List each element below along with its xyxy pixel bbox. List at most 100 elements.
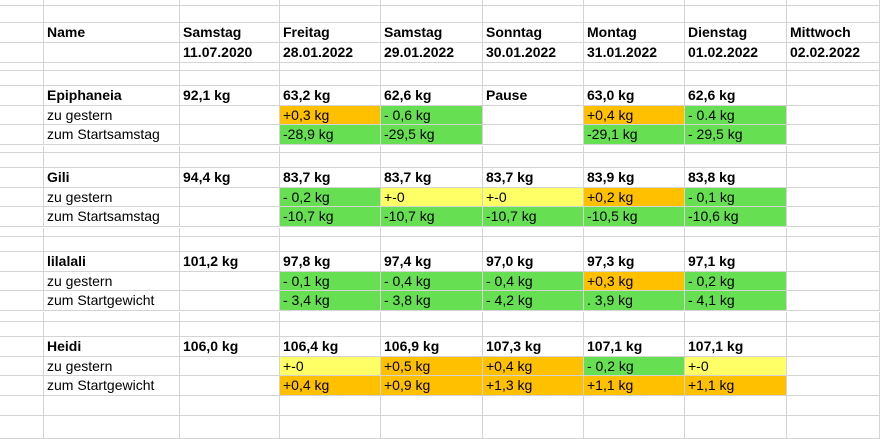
value-cell[interactable]: 97,1 kg — [685, 252, 787, 272]
row-label-cell[interactable]: zu gestern — [44, 357, 180, 376]
empty-cell[interactable] — [280, 146, 381, 153]
value-cell[interactable]: 83,7 kg — [280, 168, 381, 188]
value-cell[interactable] — [180, 125, 280, 145]
empty-cell[interactable] — [280, 71, 381, 86]
row-label-cell[interactable]: zum Startgewicht — [44, 376, 180, 396]
empty-cell[interactable] — [280, 322, 381, 337]
value-cell[interactable]: - 0,1 kg — [685, 188, 787, 207]
row-label-cell[interactable]: Gili — [44, 168, 180, 188]
value-cell[interactable]: +0,5 kg — [381, 357, 483, 376]
value-cell[interactable] — [180, 106, 280, 125]
value-cell[interactable] — [180, 207, 280, 227]
value-cell[interactable] — [483, 125, 584, 145]
header-date-cell[interactable]: 28.01.2022 — [280, 43, 381, 63]
value-cell[interactable] — [180, 188, 280, 207]
empty-cell[interactable] — [280, 6, 381, 23]
value-cell[interactable]: +1,3 kg — [483, 376, 584, 396]
empty-cell[interactable] — [685, 228, 787, 237]
empty-cell[interactable] — [44, 146, 180, 153]
header-date-cell[interactable]: 11.07.2020 — [180, 43, 280, 63]
value-cell[interactable]: 83,7 kg — [381, 168, 483, 188]
empty-cell[interactable] — [280, 312, 381, 322]
value-cell[interactable]: Pause — [483, 86, 584, 106]
empty-cell[interactable] — [787, 71, 880, 86]
header-day-cell[interactable]: Mittwoch — [787, 23, 880, 43]
value-cell[interactable]: +-0 — [280, 357, 381, 376]
empty-cell[interactable] — [483, 146, 584, 153]
value-cell[interactable] — [787, 125, 880, 145]
value-cell[interactable]: 101,2 kg — [180, 252, 280, 272]
header-date-cell[interactable] — [44, 43, 180, 63]
value-cell[interactable] — [787, 272, 880, 291]
header-date-cell[interactable]: 30.01.2022 — [483, 43, 584, 63]
value-cell[interactable]: +0,4 kg — [280, 376, 381, 396]
empty-cell[interactable] — [483, 322, 584, 337]
value-cell[interactable]: - 0,2 kg — [685, 272, 787, 291]
empty-cell[interactable] — [787, 396, 880, 416]
empty-cell[interactable] — [483, 312, 584, 322]
empty-cell[interactable] — [180, 6, 280, 23]
value-cell[interactable]: -10,6 kg — [685, 207, 787, 227]
value-cell[interactable]: 94,4 kg — [180, 168, 280, 188]
value-cell[interactable]: 63,0 kg — [584, 86, 685, 106]
header-date-cell[interactable]: 31.01.2022 — [584, 43, 685, 63]
value-cell[interactable]: -29,5 kg — [381, 125, 483, 145]
empty-cell[interactable] — [483, 0, 584, 6]
empty-cell[interactable] — [381, 237, 483, 252]
empty-cell[interactable] — [787, 153, 880, 168]
margin-cell[interactable] — [0, 146, 44, 153]
value-cell[interactable]: - 4,1 kg — [685, 291, 787, 311]
row-label-cell[interactable]: Heidi — [44, 337, 180, 357]
header-day-cell[interactable]: Name — [44, 23, 180, 43]
value-cell[interactable]: 106,4 kg — [280, 337, 381, 357]
value-cell[interactable]: -29,1 kg — [584, 125, 685, 145]
empty-cell[interactable] — [44, 153, 180, 168]
header-day-cell[interactable]: Samstag — [381, 23, 483, 43]
empty-cell[interactable] — [787, 6, 880, 23]
empty-cell[interactable] — [483, 153, 584, 168]
margin-cell[interactable] — [0, 252, 44, 272]
value-cell[interactable]: +-0 — [381, 188, 483, 207]
empty-cell[interactable] — [584, 63, 685, 71]
value-cell[interactable]: - 0,6 kg — [381, 106, 483, 125]
empty-cell[interactable] — [584, 237, 685, 252]
empty-cell[interactable] — [584, 146, 685, 153]
empty-cell[interactable] — [584, 153, 685, 168]
value-cell[interactable]: 107,1 kg — [685, 337, 787, 357]
empty-cell[interactable] — [44, 71, 180, 86]
value-cell[interactable]: 97,8 kg — [280, 252, 381, 272]
value-cell[interactable]: 97,3 kg — [584, 252, 685, 272]
empty-cell[interactable] — [381, 416, 483, 439]
header-day-cell[interactable]: Dienstag — [685, 23, 787, 43]
empty-cell[interactable] — [381, 322, 483, 337]
empty-cell[interactable] — [584, 396, 685, 416]
value-cell[interactable]: -10,7 kg — [483, 207, 584, 227]
value-cell[interactable]: +0,3 kg — [584, 272, 685, 291]
value-cell[interactable]: +0,4 kg — [483, 357, 584, 376]
empty-cell[interactable] — [685, 416, 787, 439]
empty-cell[interactable] — [584, 6, 685, 23]
row-label-cell[interactable]: zu gestern — [44, 106, 180, 125]
value-cell[interactable]: -28,9 kg — [280, 125, 381, 145]
margin-cell[interactable] — [0, 188, 44, 207]
empty-cell[interactable] — [787, 312, 880, 322]
row-label-cell[interactable]: Epiphaneia — [44, 86, 180, 106]
row-label-cell[interactable]: zu gestern — [44, 272, 180, 291]
empty-cell[interactable] — [180, 228, 280, 237]
value-cell[interactable]: 92,1 kg — [180, 86, 280, 106]
empty-cell[interactable] — [280, 396, 381, 416]
value-cell[interactable] — [180, 291, 280, 311]
value-cell[interactable] — [483, 106, 584, 125]
margin-cell[interactable] — [0, 312, 44, 322]
empty-cell[interactable] — [584, 322, 685, 337]
value-cell[interactable]: - 0.4 kg — [685, 106, 787, 125]
value-cell[interactable]: - 29,5 kg — [685, 125, 787, 145]
margin-cell[interactable] — [0, 357, 44, 376]
empty-cell[interactable] — [483, 6, 584, 23]
value-cell[interactable]: 83,9 kg — [584, 168, 685, 188]
row-label-cell[interactable]: zum Startsamstag — [44, 207, 180, 227]
empty-cell[interactable] — [787, 228, 880, 237]
value-cell[interactable]: - 3,4 kg — [280, 291, 381, 311]
value-cell[interactable]: 83,7 kg — [483, 168, 584, 188]
empty-cell[interactable] — [180, 146, 280, 153]
